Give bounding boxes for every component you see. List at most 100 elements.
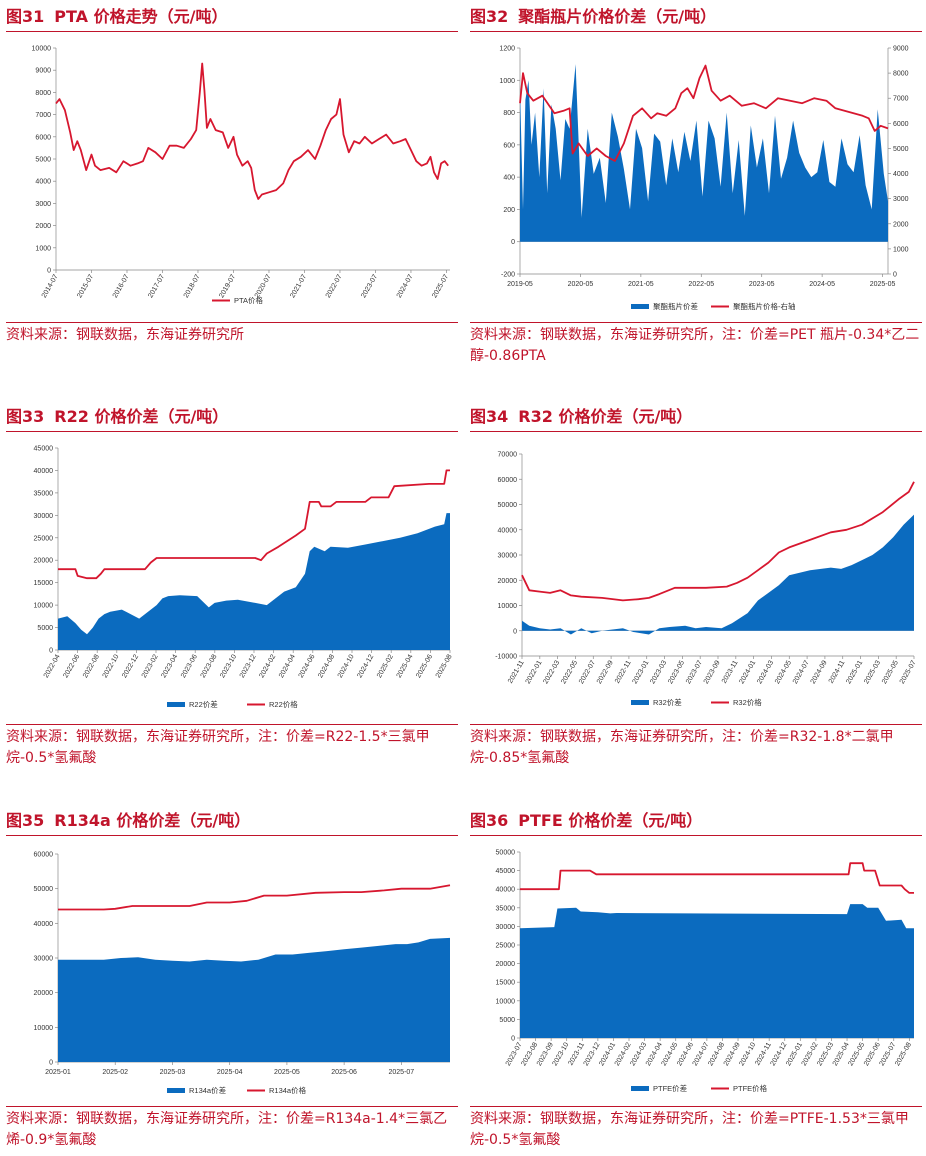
y2-tick-label: 6000	[893, 121, 909, 128]
spread-area-series	[58, 513, 450, 650]
x-tick-label: 2023-01	[632, 659, 651, 685]
x-tick-label: 2023-02	[141, 653, 160, 679]
chart-svg: -200 0 200 400 600 800 1000 1200 0 1000 2000 3000 40…	[499, 46, 909, 312]
y-tick-label: 60000	[34, 852, 54, 859]
x-tick-label: 2015-07	[76, 273, 95, 299]
x-tick-label: 2025-08	[435, 653, 454, 679]
x-tick-label: 2018-07	[183, 273, 202, 299]
x-tick-label: 2023-08	[200, 653, 219, 679]
x-tick-label: 2022-03	[542, 659, 561, 685]
legend-label: R134a价差	[189, 1085, 227, 1095]
x-tick-label: 2025-02	[102, 1069, 128, 1076]
figure-title-text: PTA 价格走势（元/吨）	[54, 7, 228, 26]
x-tick-label: 2022-07	[325, 273, 344, 299]
figure-title: 图36 PTFE 价格价差（元/吨）	[470, 808, 922, 836]
y-tick-label: 0	[47, 268, 51, 275]
y2-tick-label: 8000	[893, 71, 909, 78]
y-tick-label: 200	[503, 207, 515, 214]
figure-title: 图31 PTA 价格走势（元/吨）	[6, 4, 458, 32]
y-tick-label: 70000	[498, 452, 518, 459]
x-tick-label: 2022-09	[596, 659, 615, 685]
y-tick-label: 20000	[496, 961, 516, 968]
chart-svg: 0 1000 2000 3000 4000 5000 6000 7000 8000 9000 100…	[32, 46, 451, 306]
x-tick-label: 2023-07	[685, 659, 704, 685]
y-tick-label: 35000	[496, 905, 516, 912]
x-tick-label: 2025-01	[845, 659, 864, 685]
legend-swatch-spread	[167, 702, 185, 707]
y-tick-label: 5000	[499, 1017, 515, 1024]
figure-title-text: 聚酯瓶片价格价差（元/吨）	[518, 7, 717, 26]
x-tick-label: 2023-04	[160, 653, 179, 679]
x-tick-label: 2022-12	[121, 653, 140, 679]
y2-tick-label: 7000	[893, 96, 909, 103]
x-tick-label: 2025-05	[881, 659, 900, 685]
x-tick-label: 2024-06	[298, 653, 317, 679]
y-tick-label: 45000	[34, 446, 54, 453]
y-tick-label: 10000	[496, 998, 516, 1005]
figure-number: 图34	[470, 407, 509, 426]
x-tick-label: 2022-05	[688, 281, 714, 288]
x-tick-label: 2025-03	[863, 659, 882, 685]
y-tick-label: 40000	[34, 468, 54, 475]
source-note: 资料来源：钢联数据，东海证券研究所，注：价差=R134a-1.4*三氯乙烯-0.…	[6, 1106, 458, 1151]
x-tick-label: 2020-05	[568, 281, 594, 288]
x-tick-label: 2024-09	[810, 659, 829, 685]
legend-label: R32价差	[653, 697, 682, 707]
x-tick-label: 2024-08	[317, 653, 336, 679]
price-line-series	[55, 62, 449, 200]
y-tick-label: 10000	[34, 1025, 54, 1032]
figure-title-text: R32 价格价差（元/吨）	[518, 407, 693, 426]
y-tick-label: 20000	[34, 558, 54, 565]
figure-title: 图35 R134a 价格价差（元/吨）	[6, 808, 458, 836]
y-tick-label: 20000	[498, 578, 518, 585]
y-tick-label: 30000	[34, 956, 54, 963]
price-line-series	[519, 64, 889, 162]
legend-label: R134a价格	[269, 1085, 307, 1095]
y2-tick-label: 1000	[893, 246, 909, 253]
y-tick-label: 0	[49, 1060, 53, 1067]
y-tick-label: 800	[503, 110, 515, 117]
panel-pta: 图31 PTA 价格走势（元/吨） 0 1000 2000 3000 4000 5000 600…	[6, 4, 458, 374]
figure-number: 图33	[6, 407, 45, 426]
y-tick-label: 30000	[496, 924, 516, 931]
y-tick-label: -10000	[495, 654, 517, 661]
panel-r22: 图33 R22 价格价差（元/吨） 0 5000 10000 15000 20000 2500…	[6, 404, 458, 784]
x-tick-label: 2022-05	[560, 659, 579, 685]
legend-label: 聚酯瓶片价格-右轴	[733, 301, 796, 311]
figure-number: 图32	[470, 7, 509, 26]
spread-area-series	[58, 937, 450, 1062]
x-tick-label: 2017-07	[147, 273, 166, 299]
y2-tick-label: 4000	[893, 171, 909, 178]
y2-tick-label: 9000	[893, 46, 909, 53]
y-tick-label: 1200	[499, 46, 515, 53]
x-tick-label: 2024-12	[356, 653, 375, 679]
panel-ptfe: 图36 PTFE 价格价差（元/吨） 0 5000 10000 15000 20000 250…	[470, 808, 922, 1156]
y2-tick-label: 2000	[893, 221, 909, 228]
x-tick-label: 2024-07	[792, 659, 811, 685]
y-tick-label: 4000	[35, 179, 51, 186]
x-tick-label: 2025-05	[870, 281, 896, 288]
y-tick-label: 20000	[34, 990, 54, 997]
legend-label: PTFE价差	[653, 1083, 688, 1093]
y-tick-label: 50000	[498, 502, 518, 509]
x-tick-label: 2025-07	[389, 1069, 415, 1076]
figure-title-text: R22 价格价差（元/吨）	[54, 407, 229, 426]
chart-svg: 0 10000 20000 30000 40000 50000 60000 2025-01 20…	[34, 852, 451, 1095]
y-tick-label: 40000	[34, 921, 54, 928]
x-tick-label: 2025-05	[274, 1069, 300, 1076]
x-tick-label: 2022-07	[578, 659, 597, 685]
y-tick-label: 0	[511, 1036, 515, 1043]
y-tick-label: 5000	[35, 157, 51, 164]
x-tick-label: 2022-08	[82, 653, 101, 679]
y-tick-label: 40000	[498, 527, 518, 534]
y-tick-label: 25000	[496, 943, 516, 950]
figure-title-text: R134a 价格价差（元/吨）	[54, 811, 251, 830]
x-tick-label: 2023-12	[239, 653, 258, 679]
y-tick-label: 0	[511, 239, 515, 246]
x-tick-label: 2025-01	[45, 1069, 71, 1076]
chart-svg: -10000 0 10000 20000 30000 40000 50000 60000 700…	[495, 452, 918, 708]
spread-area-series	[520, 64, 888, 242]
figure-number: 图35	[6, 811, 45, 830]
y-tick-label: 50000	[496, 850, 516, 857]
x-tick-label: 2016-07	[112, 273, 131, 299]
